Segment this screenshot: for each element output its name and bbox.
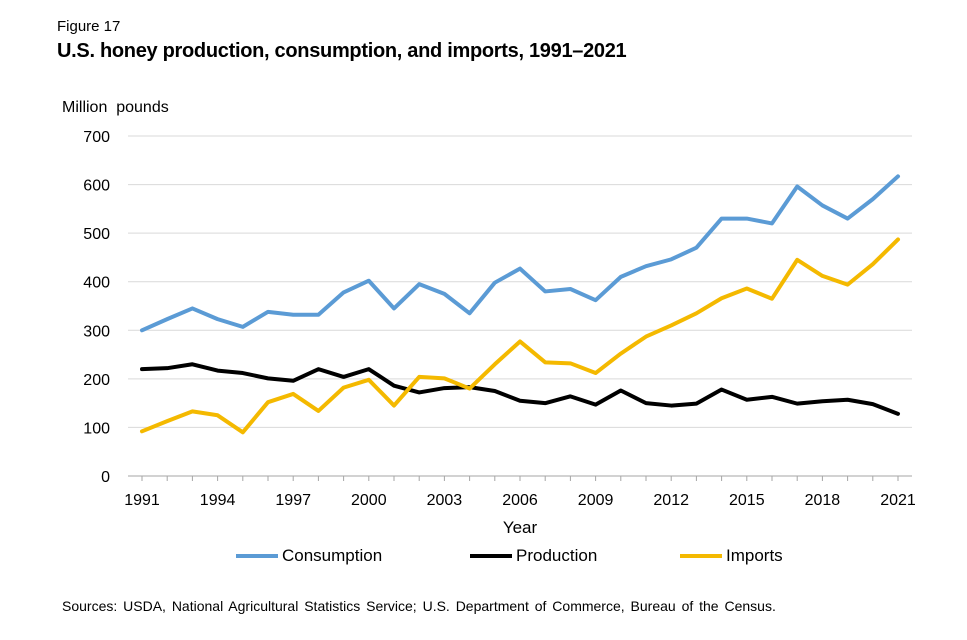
- y-tick-label-700: 700: [83, 129, 110, 146]
- series-line-production: [140, 362, 900, 416]
- x-tick-label-1997: 1997: [275, 492, 311, 509]
- y-tick-label-300: 300: [83, 323, 110, 340]
- legend-label-imports: Imports: [726, 546, 783, 565]
- series-line-imports: [140, 237, 900, 435]
- x-tick-label-1994: 1994: [200, 492, 236, 509]
- legend-label-production: Production: [516, 546, 598, 565]
- x-tick-label-2021: 2021: [880, 492, 916, 509]
- x-tick-label-2003: 2003: [427, 492, 463, 509]
- y-tick-label-0: 0: [101, 469, 110, 486]
- chart-area: Million pounds 0 100 200 300 400 500 600 700 19…: [62, 99, 916, 537]
- y-tick-label-200: 200: [83, 372, 110, 389]
- y-tick-label-100: 100: [83, 420, 110, 437]
- legend-swatch-imports: [680, 554, 722, 558]
- x-tick-label-2018: 2018: [805, 492, 841, 509]
- figure-label: Figure 17: [57, 18, 121, 35]
- legend-item-consumption: Consumption: [236, 546, 382, 566]
- legend-item-imports: Imports: [680, 546, 783, 566]
- y-tick-label-400: 400: [83, 275, 110, 292]
- y-tick-labels: 0 100 200 300 400 500 600 700: [83, 129, 110, 486]
- series-line-consumption: [140, 174, 900, 333]
- legend-label-consumption: Consumption: [282, 546, 383, 565]
- source-note: Sources: USDA, National Agricultural Sta…: [62, 598, 776, 614]
- x-tick-label-2006: 2006: [502, 492, 538, 509]
- legend: Consumption Production Imports: [0, 546, 967, 570]
- x-axis-label: Year: [503, 518, 538, 537]
- series-lines: [140, 174, 900, 435]
- legend-swatch-production: [470, 554, 512, 558]
- x-axis: 1991 1994 1997 2000 2003 2006 2009 2012 2015 2018…: [124, 475, 916, 509]
- gridlines: [128, 135, 912, 428]
- legend-item-production: Production: [470, 546, 597, 566]
- x-tick-label-1991: 1991: [124, 492, 160, 509]
- x-tick-label-2000: 2000: [351, 492, 387, 509]
- x-tick-label-2009: 2009: [578, 492, 614, 509]
- y-tick-label-500: 500: [83, 226, 110, 243]
- chart-title: U.S. honey production, consumption, and …: [57, 40, 627, 62]
- y-tick-label-600: 600: [83, 178, 110, 195]
- x-tick-label-2015: 2015: [729, 492, 765, 509]
- legend-swatch-consumption: [236, 554, 278, 558]
- y-axis-label: Million pounds: [62, 99, 169, 116]
- x-tick-label-2012: 2012: [653, 492, 689, 509]
